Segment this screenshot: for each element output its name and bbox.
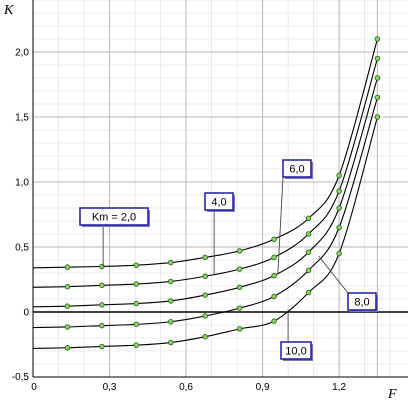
- data-point: [99, 302, 105, 308]
- callout-box: [280, 341, 312, 360]
- data-point: [374, 94, 381, 101]
- data-point: [271, 254, 277, 261]
- data-point: [133, 281, 140, 287]
- data-point: [202, 313, 208, 319]
- callout-label: 6,0: [289, 164, 304, 176]
- y-tick-label: 2,0: [15, 48, 29, 59]
- data-point: [64, 324, 71, 330]
- data-point: [133, 262, 140, 268]
- data-point: [99, 282, 105, 289]
- data-point: [168, 278, 174, 285]
- y-tick-label: -0,5: [12, 372, 30, 383]
- data-point: [236, 266, 243, 272]
- data-point: [336, 250, 342, 257]
- callout-box: [79, 207, 149, 226]
- data-point: [64, 264, 71, 270]
- data-point: [271, 318, 277, 324]
- x-tick-label: 1,2: [332, 382, 346, 393]
- data-point: [133, 300, 140, 307]
- data-point: [305, 215, 312, 222]
- data-point: [305, 231, 312, 237]
- axis-ticks: 0 0,3 0,6 0,9 1,2-0,500,51,01,52,0: [12, 48, 347, 394]
- data-point: [168, 298, 174, 304]
- data-point: [168, 339, 174, 346]
- data-point: [305, 249, 312, 255]
- data-point: [305, 267, 312, 274]
- data-point: [336, 172, 342, 179]
- x-tick-label: 0,6: [179, 382, 193, 393]
- data-point: [133, 342, 140, 348]
- y-tick-label: 0,5: [15, 243, 29, 254]
- x-tick-label: 0,3: [103, 382, 117, 393]
- data-point: [305, 289, 312, 296]
- data-point: [271, 293, 277, 300]
- data-point: [336, 224, 342, 231]
- data-point: [236, 326, 243, 332]
- series-line: [32, 97, 378, 329]
- callout-label: 4,0: [211, 197, 226, 209]
- data-point: [133, 321, 140, 328]
- callout-leaders: [102, 176, 349, 342]
- data-point: [99, 343, 105, 350]
- data-point: [271, 236, 277, 242]
- data-point: [374, 75, 381, 81]
- data-point: [271, 272, 277, 279]
- data-point: [336, 205, 342, 211]
- callout-leader: [318, 255, 349, 294]
- series-line: [32, 58, 378, 288]
- callout-leader: [277, 176, 284, 274]
- data-point: [236, 305, 243, 311]
- data-point: [374, 114, 381, 120]
- data-point: [168, 259, 174, 266]
- data-point: [236, 248, 243, 254]
- data-point: [202, 333, 208, 340]
- data-point: [336, 188, 342, 194]
- series-layer: [32, 36, 381, 351]
- x-axis-label: F: [387, 387, 397, 402]
- data-point: [236, 284, 243, 291]
- y-tick-label: 0: [23, 308, 29, 319]
- callout-label: 8,0: [354, 297, 369, 309]
- series-line: [32, 116, 378, 349]
- y-tick-label: 1,5: [15, 113, 29, 124]
- data-point: [374, 36, 381, 42]
- data-point: [202, 273, 208, 280]
- x-tick-label: 0,9: [256, 382, 270, 393]
- data-point: [168, 319, 174, 325]
- callout-box: [347, 292, 377, 311]
- x-tick-label: 0: [31, 382, 37, 393]
- callout-box: [204, 192, 234, 211]
- callout-box: [282, 159, 312, 178]
- callout-label: 10,0: [285, 346, 306, 358]
- series-line: [32, 38, 378, 269]
- callouts: Km = 2,0 4,0 6,0 8,0 10,0: [79, 159, 378, 361]
- data-point: [202, 292, 208, 298]
- data-point: [64, 283, 71, 290]
- callout-label: Km = 2,0: [92, 212, 136, 224]
- data-point: [202, 254, 208, 261]
- data-point: [99, 322, 105, 329]
- series-line: [32, 77, 378, 308]
- y-axis-label: K: [3, 3, 14, 18]
- y-tick-label: 1,0: [15, 178, 29, 189]
- data-point: [374, 55, 381, 62]
- data-point: [64, 345, 71, 351]
- data-point: [64, 303, 71, 309]
